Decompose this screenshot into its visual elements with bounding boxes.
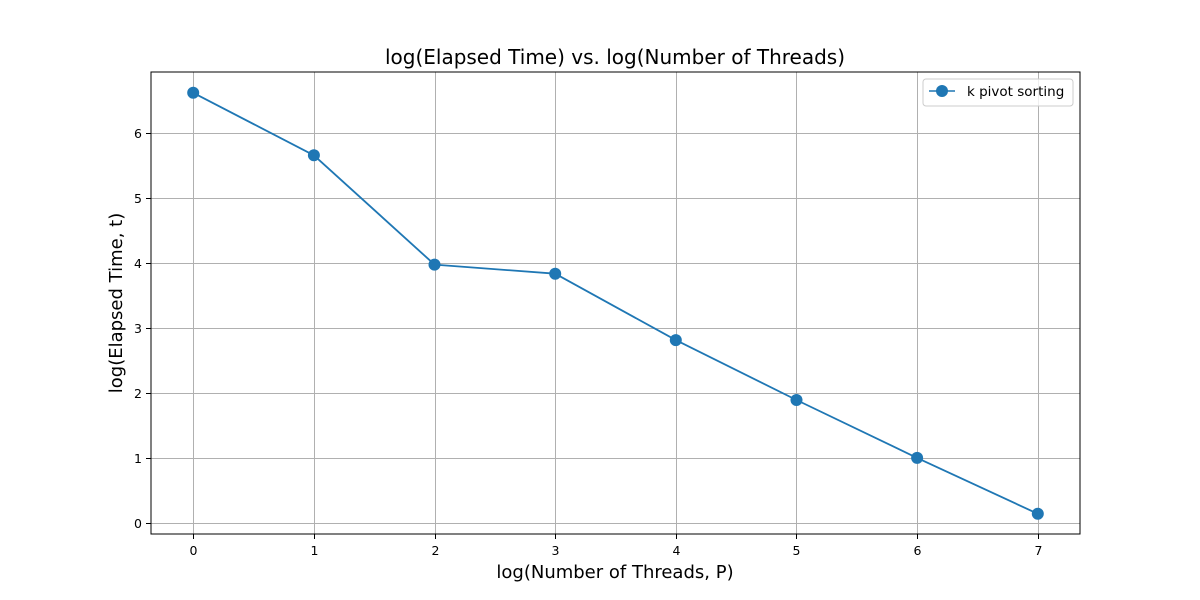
x-tick-label: 6 xyxy=(914,543,922,558)
x-tick-label: 4 xyxy=(673,543,681,558)
y-tick-label: 1 xyxy=(134,451,142,466)
series-layer xyxy=(187,86,1044,520)
y-tick-label: 3 xyxy=(134,321,142,336)
data-point xyxy=(669,334,682,347)
y-axis-title: log(Elapsed Time, t) xyxy=(106,213,127,393)
grid xyxy=(151,72,1080,534)
x-tick-label: 7 xyxy=(1035,543,1043,558)
y-tick-label: 4 xyxy=(134,256,142,271)
legend-frame xyxy=(922,78,1074,107)
series-line xyxy=(192,92,1039,515)
data-point xyxy=(307,149,320,162)
y-tick-label: 0 xyxy=(134,516,142,531)
x-tick-label: 0 xyxy=(190,543,198,558)
data-point xyxy=(911,451,924,464)
y-tick-label: 2 xyxy=(134,386,142,401)
x-axis-title: log(Number of Threads, P) xyxy=(496,562,733,583)
y-tick-label: 6 xyxy=(134,126,142,141)
legend-marker-swatch xyxy=(936,85,948,97)
x-tick-label: 5 xyxy=(793,543,801,558)
x-tick-label: 2 xyxy=(432,543,440,558)
axis-ticks: 0 1 2 3 4 5 6 7 0 1 2 3 4 5 6 xyxy=(134,126,1042,558)
data-point xyxy=(790,394,803,406)
y-tick-label: 5 xyxy=(134,191,142,206)
plot-area-frame xyxy=(150,71,1081,535)
data-point xyxy=(428,258,441,271)
x-tick-label: 1 xyxy=(311,543,319,558)
x-tick-label: 3 xyxy=(552,543,560,558)
data-point xyxy=(549,267,562,280)
chart-title: log(Elapsed Time) vs. log(Number of Thre… xyxy=(385,45,845,69)
data-point xyxy=(187,86,200,99)
legend-label-k-pivot-sorting: k pivot sorting xyxy=(967,84,1064,100)
legend: k pivot sorting xyxy=(922,78,1074,107)
data-point xyxy=(1031,507,1044,520)
